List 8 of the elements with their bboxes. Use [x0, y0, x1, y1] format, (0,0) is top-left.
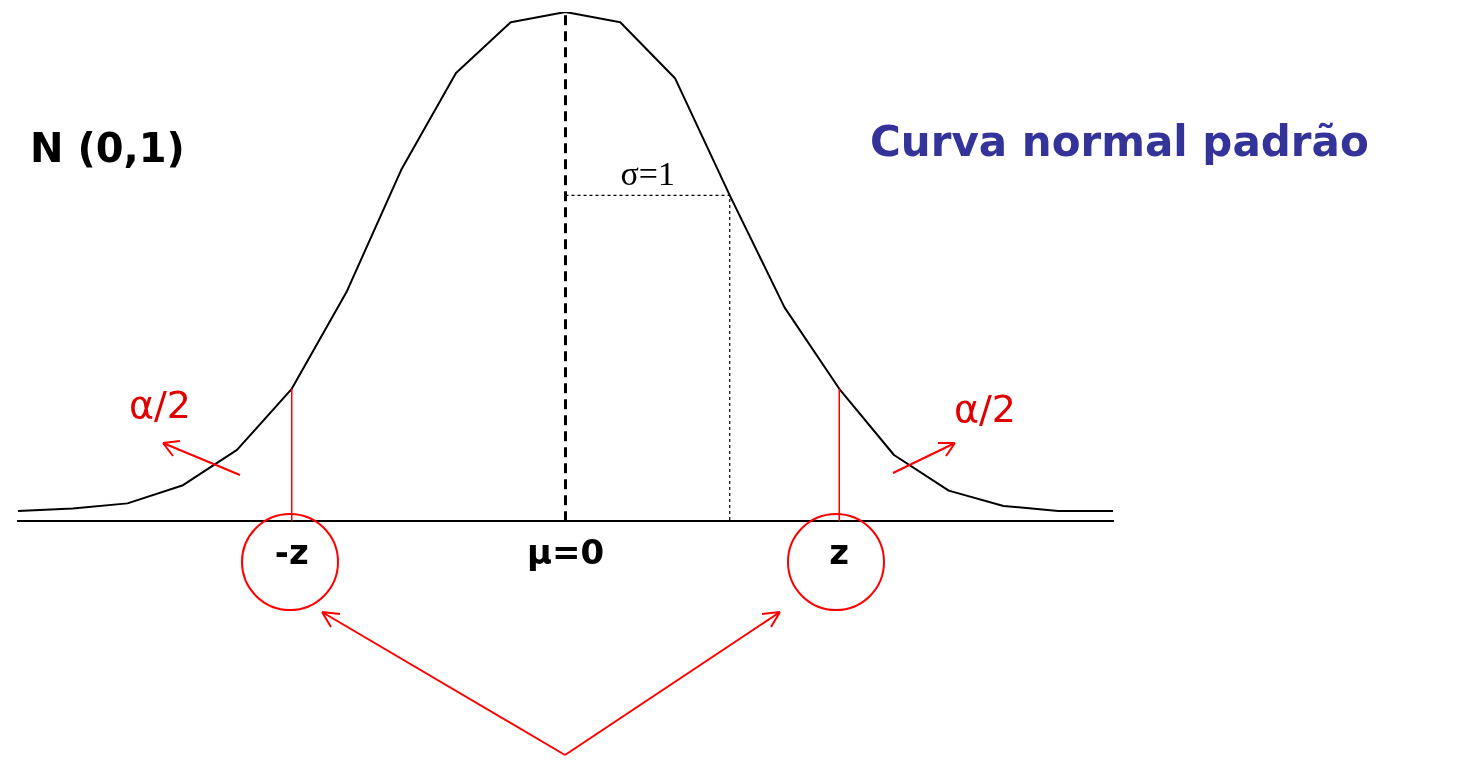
x-tick-label: -z [274, 532, 309, 573]
annotation: α/2 [128, 382, 192, 427]
x-tick-label: z [829, 532, 850, 573]
text: Curva normal padrão [870, 116, 1369, 166]
ref-line-label: σ=1 [620, 155, 675, 193]
annotation: α/2 [953, 386, 1017, 431]
annotation: N (0,1) [30, 125, 185, 172]
x-tick-label: μ=0 [526, 532, 605, 573]
